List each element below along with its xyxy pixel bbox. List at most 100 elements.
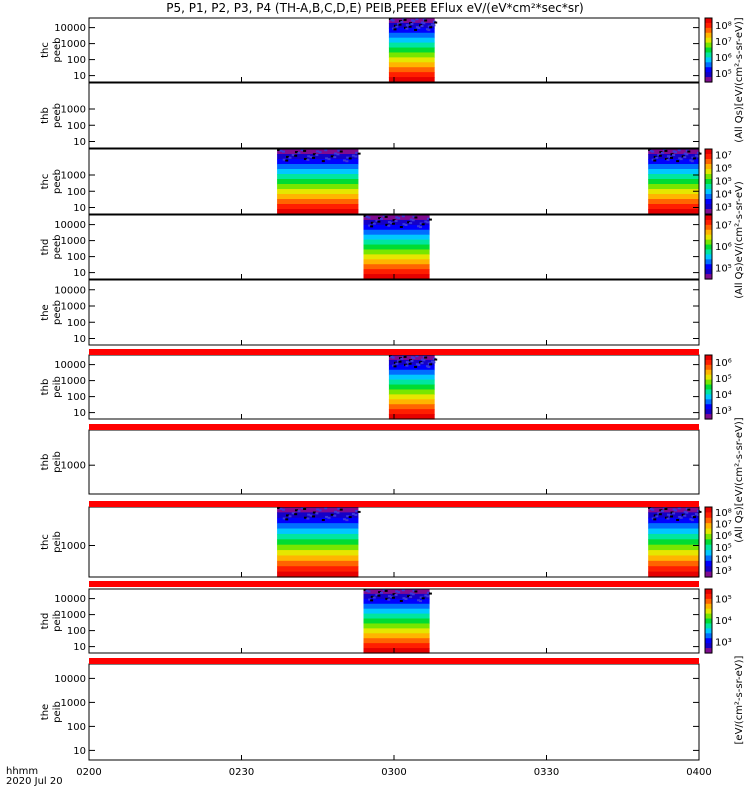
spectrogram-noise bbox=[672, 150, 676, 153]
spectrogram-band bbox=[363, 623, 430, 629]
panel-label-thb: thb bbox=[40, 454, 51, 471]
spectrogram-band bbox=[388, 399, 435, 405]
spectrogram-band bbox=[388, 394, 435, 400]
spectrogram-noise bbox=[670, 153, 674, 156]
spectrogram-noise bbox=[653, 155, 657, 158]
spectrogram-band bbox=[277, 560, 359, 567]
spectrogram-noise bbox=[655, 515, 659, 518]
spectrogram-noise bbox=[372, 222, 376, 225]
colorbar-segment bbox=[705, 249, 712, 255]
spectrogram-noise bbox=[382, 215, 386, 218]
spectrogram-noise bbox=[315, 512, 319, 515]
spectrogram-noise bbox=[307, 155, 311, 158]
spectrogram-noise bbox=[398, 23, 402, 26]
spectrogram-noise bbox=[346, 156, 350, 159]
spectrogram-noise bbox=[683, 156, 687, 159]
spectrogram-noise bbox=[286, 155, 290, 158]
spectrogram-noise bbox=[370, 225, 374, 228]
colorbar-segment bbox=[705, 539, 712, 546]
spectrogram-noise bbox=[659, 509, 663, 512]
spectrogram-noise bbox=[387, 221, 391, 224]
spectrogram-band bbox=[277, 159, 359, 165]
spectrogram-noise bbox=[389, 221, 393, 224]
spectrogram-noise bbox=[399, 599, 403, 602]
spectrogram-noise bbox=[412, 215, 416, 218]
spectrogram-band bbox=[277, 512, 359, 519]
spectrogram-band bbox=[388, 374, 435, 381]
spectrogram-band bbox=[363, 249, 430, 255]
spectrogram-band bbox=[363, 274, 430, 280]
x-tick-label: 0230 bbox=[229, 767, 254, 778]
colorbar-segment bbox=[705, 37, 712, 44]
spectrogram-noise bbox=[306, 158, 310, 161]
spectrogram-band bbox=[277, 539, 359, 546]
spectrogram-noise bbox=[683, 510, 687, 513]
spectrogram-band bbox=[388, 62, 435, 68]
y-tick-label: 1000 bbox=[61, 236, 86, 247]
spectrogram-noise bbox=[377, 594, 381, 597]
y-tick-label: 1000 bbox=[61, 610, 86, 621]
spectrogram-noise bbox=[419, 596, 423, 599]
y-tick-label: 1000 bbox=[61, 698, 86, 709]
spectrogram-noise bbox=[380, 217, 384, 220]
colorbar-segment bbox=[705, 648, 712, 654]
spectrogram-noise bbox=[339, 150, 343, 153]
colorbar-label: 10⁶ bbox=[715, 531, 732, 542]
spectrogram-band bbox=[388, 369, 435, 376]
y-tick-label: 10 bbox=[73, 642, 86, 653]
spectrogram-noise bbox=[672, 508, 676, 511]
x-tick-label: 0300 bbox=[381, 767, 406, 778]
colorbar-segment bbox=[705, 27, 712, 34]
colorbar-segment bbox=[705, 364, 712, 371]
colorbar-segment bbox=[705, 67, 712, 73]
spectrogram-noise bbox=[370, 595, 374, 598]
spectrogram-noise bbox=[368, 598, 372, 601]
fill-band bbox=[89, 349, 699, 355]
spectrogram-noise bbox=[432, 361, 436, 364]
colorbar-label: 10⁸ bbox=[715, 508, 732, 519]
y-tick-label: 1000 bbox=[61, 171, 86, 182]
spectrogram-noise bbox=[397, 217, 401, 220]
y-tick-label: 1000 bbox=[61, 105, 86, 116]
spectrogram-noise bbox=[655, 156, 659, 159]
spectrogram-noise bbox=[417, 363, 421, 366]
colorbar-segment bbox=[705, 533, 712, 540]
spectrogram-noise bbox=[387, 598, 391, 601]
spectrogram-noise bbox=[426, 217, 430, 220]
spectrogram-band bbox=[277, 555, 359, 562]
colorbar-frame bbox=[704, 588, 713, 654]
panel-label-peib: peib bbox=[52, 531, 63, 553]
spectrogram-noise bbox=[428, 592, 432, 595]
spectrogram-band bbox=[277, 566, 359, 573]
spectrogram-noise bbox=[698, 152, 702, 155]
spectrogram-noise bbox=[303, 508, 307, 511]
fill-band bbox=[89, 424, 699, 430]
colorbar-segment bbox=[705, 528, 712, 535]
spectrogram-noise bbox=[414, 216, 418, 219]
spectrogram-noise bbox=[657, 153, 661, 156]
y-tick-label: 100 bbox=[67, 187, 86, 198]
spectrogram-noise bbox=[692, 516, 696, 519]
colorbar-segment bbox=[705, 409, 712, 415]
spectrogram-noise bbox=[694, 154, 698, 157]
spectrogram-noise bbox=[334, 152, 338, 155]
chart-title: P5, P1, P2, P3, P4 (TH-A,B,C,D,E) PEIB,P… bbox=[166, 1, 584, 15]
spectrogram-noise bbox=[285, 159, 289, 162]
spectrogram-noise bbox=[351, 154, 355, 157]
spectrogram-noise bbox=[370, 221, 374, 224]
panel-10: 10000 1000 100 10 the peib bbox=[40, 663, 700, 761]
colorbar-frame bbox=[704, 148, 713, 215]
spectrogram-noise bbox=[365, 215, 369, 218]
panel-label-thc: thc bbox=[40, 174, 51, 190]
colorbar-segment bbox=[705, 643, 712, 649]
spectrogram-noise bbox=[674, 509, 678, 512]
panel-frame bbox=[88, 506, 700, 578]
colorbar-segment bbox=[705, 47, 712, 54]
spectrogram-noise bbox=[407, 595, 411, 598]
spectrogram-noise bbox=[409, 222, 413, 225]
spectrogram-noise bbox=[391, 356, 395, 359]
spectrogram-band bbox=[388, 379, 435, 386]
colorbar-label: 10⁴ bbox=[715, 616, 732, 627]
panel-frame bbox=[88, 279, 700, 346]
